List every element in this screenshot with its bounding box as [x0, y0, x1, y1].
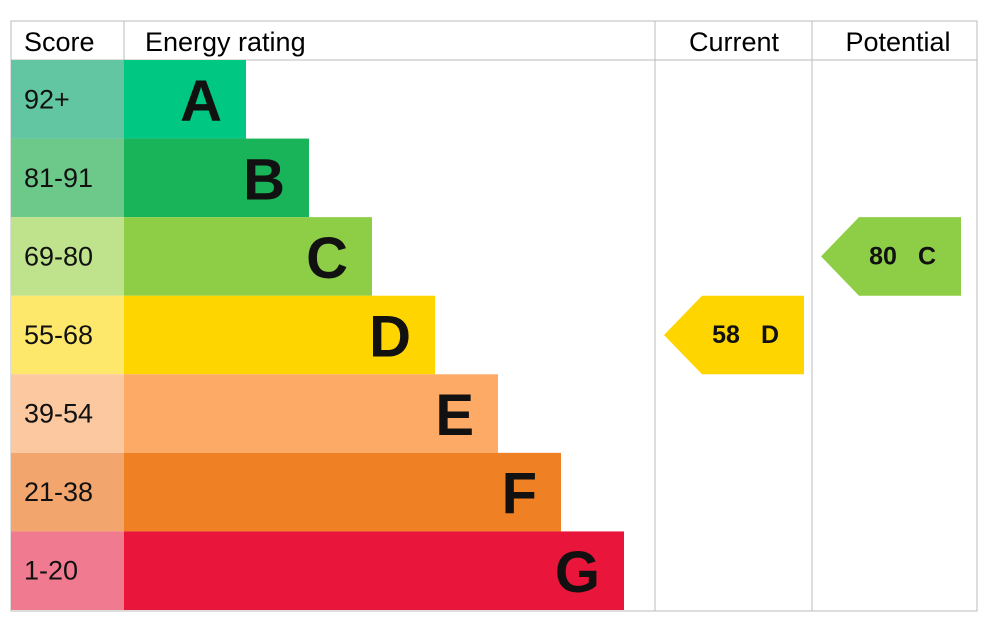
rating-bar	[124, 217, 372, 296]
header-current: Current	[689, 27, 780, 57]
current-arrow	[664, 295, 804, 375]
score-cell	[11, 531, 124, 610]
current-value: 58	[712, 321, 740, 349]
rating-letter: C	[306, 226, 348, 291]
score-cell	[11, 374, 124, 453]
header-potential: Potential	[845, 27, 950, 57]
potential-letter: C	[918, 242, 936, 270]
score-cell	[11, 138, 124, 218]
score-cell	[11, 60, 124, 139]
rating-letter: A	[180, 69, 222, 134]
current-letter: D	[761, 321, 779, 349]
score-cell	[11, 452, 124, 532]
rating-bar	[124, 452, 561, 532]
score-cell	[11, 295, 124, 375]
rating-letter: B	[243, 147, 285, 212]
rating-letter: D	[369, 304, 411, 369]
potential-value: 80	[869, 242, 897, 270]
score-label: 69-80	[24, 241, 93, 271]
header-rating: Energy rating	[145, 27, 306, 57]
score-label: 1-20	[24, 556, 78, 586]
rating-letter: F	[502, 462, 537, 527]
rating-bar	[124, 60, 246, 139]
rating-bar	[124, 138, 309, 218]
rating-letter: E	[435, 383, 474, 448]
rating-bar	[124, 374, 498, 453]
score-cell	[11, 217, 124, 296]
score-label: 92+	[24, 84, 70, 114]
score-label: 39-54	[24, 399, 93, 429]
rating-bar	[124, 531, 624, 610]
potential-arrow	[821, 217, 961, 296]
score-label: 21-38	[24, 477, 93, 507]
score-label: 81-91	[24, 163, 93, 193]
score-label: 55-68	[24, 320, 93, 350]
rating-letter: G	[555, 540, 600, 605]
header-score: Score	[24, 27, 95, 57]
rating-bar	[124, 295, 435, 375]
